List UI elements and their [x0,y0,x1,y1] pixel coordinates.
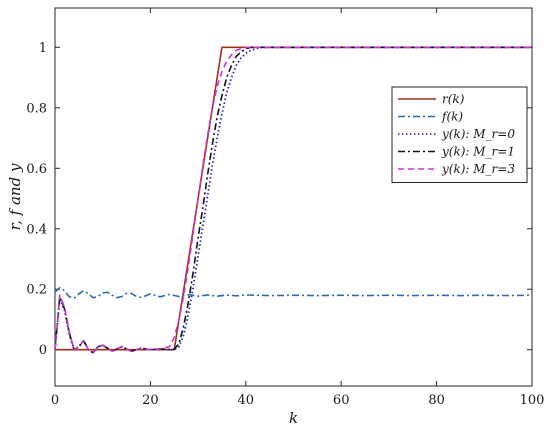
legend-label-0: r(k) [442,92,465,106]
x-tick-label: 40 [238,393,255,408]
legend-label-4: y(k): M_r=3 [441,162,515,176]
legend-label-3: y(k): M_r=1 [441,145,515,159]
x-tick-label: 20 [142,393,159,408]
legend-label-1: f(k) [441,110,463,124]
x-tick-label: 60 [333,393,350,408]
legend-box [391,86,528,183]
x-tick-label: 80 [428,393,445,408]
series-layer [54,46,533,354]
y-tick-label: 0.8 [26,101,47,116]
x-tick-label: 0 [51,393,59,408]
legend: r(k) f(k) y(k): M_r=0 y(k): M_r=1 y(k): M_r=… [391,86,528,183]
x-axis-label: k [289,409,298,427]
legend-label-2: y(k): M_r=0 [441,127,515,141]
x-tick-label: 100 [520,393,545,408]
y-tick-label: 1 [39,41,47,56]
series-line-4 [54,46,532,354]
series-line-1 [54,286,533,300]
y-axis-label: r, f and y [6,163,24,230]
y-tick-label: 0.2 [26,283,47,298]
y-tick-label: 0.6 [26,162,47,177]
plot-frame [54,7,533,387]
y-tick-label: 0 [39,343,47,358]
y-tick-label: 0.4 [26,222,47,237]
axes: 0 20 40 60 80 100 0 0.2 0.4 0.6 0.8 1 k r, f and y [6,7,545,427]
